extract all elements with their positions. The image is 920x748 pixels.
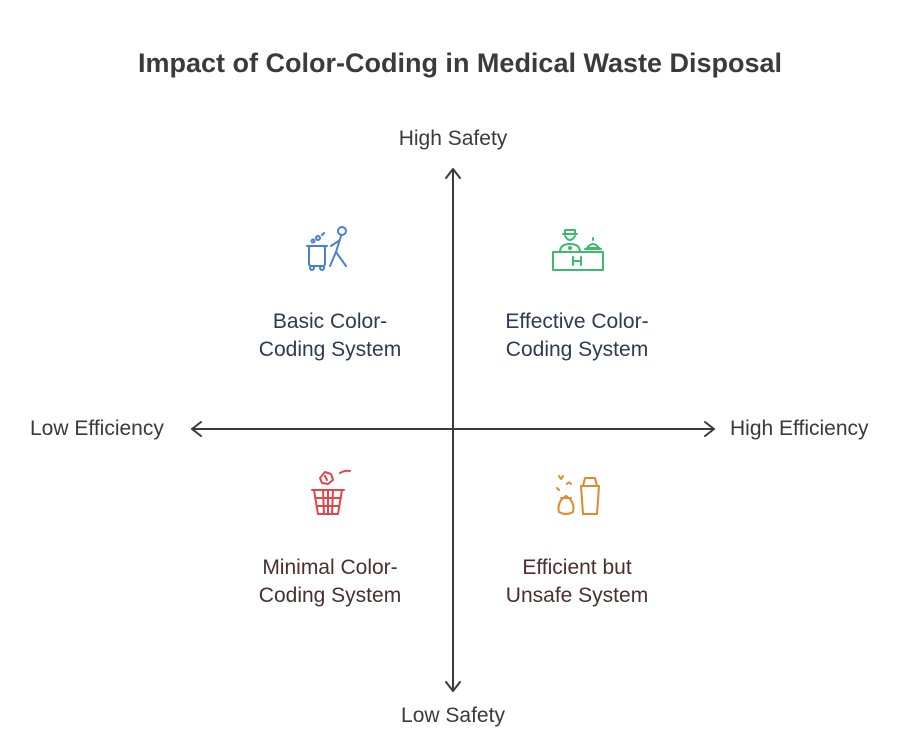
person-with-trash-bin-icon — [306, 226, 347, 271]
quadrant-label-line2: Coding System — [258, 584, 402, 607]
hospital-reception-icon — [552, 229, 604, 271]
diagram-title: Impact of Color-Coding in Medical Waste … — [137, 48, 783, 78]
quadrant-label-line2: Coding System — [258, 338, 402, 361]
quadrant-basic-color-coding: Basic Color- Coding System — [230, 222, 430, 364]
quadrant-label-line1: Effective Color- — [505, 310, 649, 333]
waste-basket-icon — [311, 469, 351, 515]
quadrant-label-line2: Unsafe System — [505, 584, 649, 607]
quadrant-label-line2: Coding System — [505, 338, 649, 361]
quadrant-efficient-but-unsafe: Efficient but Unsafe System — [477, 468, 677, 610]
quadrant-label-line1: Efficient but — [522, 556, 632, 579]
quadrant-label-line1: Basic Color- — [272, 310, 388, 333]
axis-label-high-safety: High Safety — [398, 127, 508, 150]
arrow-down — [445, 681, 461, 692]
arrow-left — [191, 421, 202, 437]
axis-label-low-safety: Low Safety — [401, 704, 505, 727]
waste-bag-and-bin-icon — [556, 475, 600, 515]
quadrant-minimal-color-coding: Minimal Color- Coding System — [230, 468, 430, 610]
quadrant-label-line1: Minimal Color- — [262, 556, 398, 579]
axis-label-low-efficiency: Low Efficiency — [30, 417, 164, 440]
arrow-up — [445, 168, 461, 179]
quadrant-effective-color-coding: Effective Color- Coding System — [477, 222, 677, 364]
axis-label-high-efficiency: High Efficiency — [730, 417, 869, 440]
arrow-right — [704, 421, 715, 437]
